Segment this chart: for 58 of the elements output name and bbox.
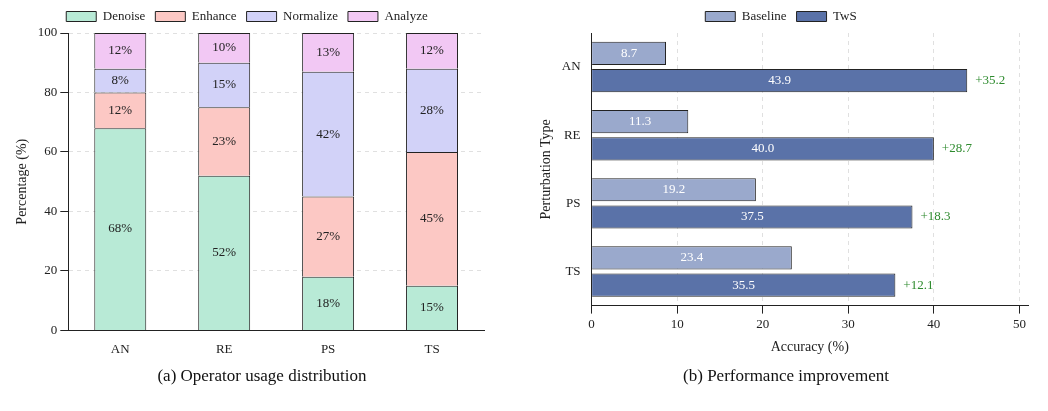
data-label: 42% [316,125,341,141]
data-label: 23% [212,132,237,148]
y-tick-label: 40 [44,202,58,218]
data-label: 23.4 [680,249,704,265]
y-axis-title: Perturbation Type [538,119,554,220]
data-label: 11.3 [629,113,652,129]
data-label: 68% [108,220,133,236]
data-label: 15% [420,299,445,315]
data-label: 35.5 [732,276,756,292]
data-label: 12% [420,42,445,58]
data-label: 8.7 [620,44,638,60]
data-label: 18% [316,294,341,310]
data-label: 15% [212,76,237,92]
data-label: 43.9 [768,72,792,88]
data-label: 8% [111,72,130,88]
legend-label: TwS [833,7,857,23]
x-tick-label: 10 [670,315,684,331]
legend-label: Baseline [741,7,787,23]
text: (a) Operator usage distribution [156,366,368,386]
y-tick-label: RE [563,126,581,142]
annotation: +35.2 [975,72,1006,88]
legend-label: Denoise [102,7,146,23]
x-tick-label: 20 [756,315,770,331]
data-label: 12% [108,42,133,58]
x-tick-label: 40 [927,315,941,331]
y-tick-label: 80 [44,83,58,99]
x-tick-label: RE [215,340,233,356]
x-tick-label: PS [320,340,336,356]
annotation: +12.1 [903,276,934,292]
annotation: +18.3 [920,208,951,224]
x-tick-label: 0 [588,315,595,331]
data-label: 12% [108,101,133,117]
data-label: 37.5 [740,208,764,224]
y-tick-label: PS [566,194,581,210]
y-tick-label: 60 [44,143,58,159]
text: (b) Performance improvement [682,366,890,386]
data-label: 19.2 [662,181,686,197]
data-label: 27% [316,228,341,244]
y-tick-label: AN [561,58,582,74]
x-tick-label: 30 [841,315,855,331]
data-label: 45% [420,210,445,226]
data-label: 10% [212,39,237,55]
y-tick-label: 100 [37,24,58,40]
data-label: 40.0 [751,140,775,156]
x-tick-label: TS [424,340,440,356]
y-axis-title: Percentage (%) [14,138,31,225]
data-label: 28% [420,101,445,117]
y-tick-label: TS [565,262,581,278]
data-label: 13% [316,43,341,59]
x-tick-label: AN [110,340,131,356]
x-tick-label: 50 [1012,315,1026,331]
data-label: 52% [212,244,237,260]
x-axis-title: Accuracy (%) [770,339,850,356]
legend-label: Enhance [191,7,237,23]
y-tick-label: 20 [44,262,58,278]
legend-label: Analyze [384,7,428,23]
legend-label: Normalize [283,7,339,23]
annotation: +28.7 [941,140,973,156]
